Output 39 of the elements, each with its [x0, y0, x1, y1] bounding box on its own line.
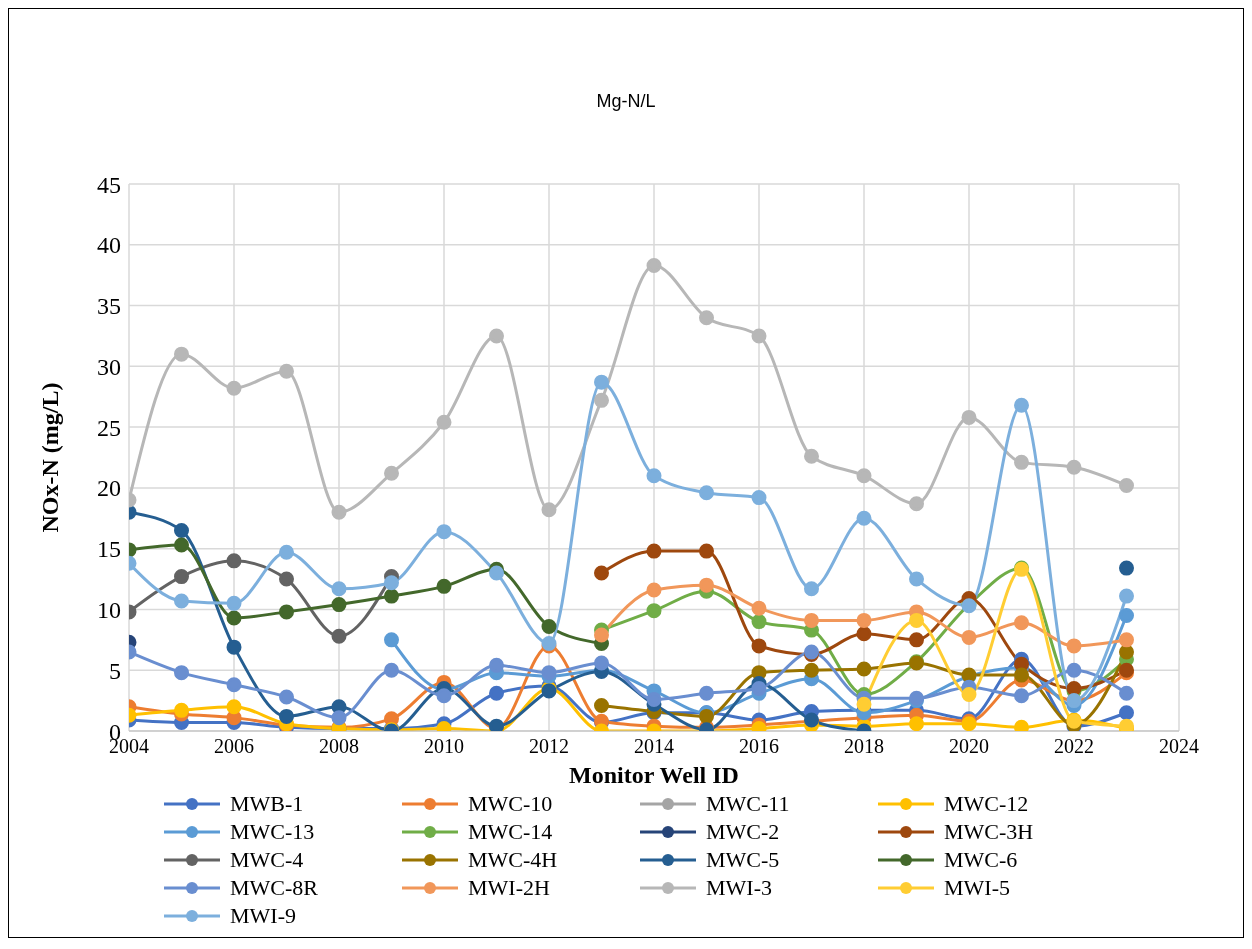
y-tick-label: 15	[97, 536, 121, 563]
legend-label: MWC-12	[944, 791, 1029, 817]
legend-label: MWI-5	[944, 875, 1010, 901]
x-tick-label: 2020	[949, 735, 989, 758]
legend-label: MWC-4H	[468, 847, 558, 873]
y-tick-label: 30	[97, 353, 121, 380]
legend-label: MWC-13	[230, 819, 315, 845]
x-tick-label: 2014	[634, 735, 674, 758]
x-tick-label: 2006	[214, 735, 254, 758]
legend-label: MWC-3H	[944, 819, 1034, 845]
legend-label: MWB-1	[230, 791, 304, 817]
chart-title: Mg-N/L	[595, 91, 657, 112]
y-tick-label: 10	[97, 596, 121, 623]
y-tick-label: 45	[97, 171, 121, 198]
legend-label: MWI-9	[230, 903, 296, 929]
legend-label: MWI-3	[706, 875, 772, 901]
x-tick-label: 2016	[739, 735, 779, 758]
x-tick-label: 2024	[1159, 735, 1199, 758]
y-tick-label: 20	[97, 475, 121, 502]
x-tick-label: 2010	[424, 735, 464, 758]
x-tick-label: 2018	[844, 735, 884, 758]
y-axis-title: NOx-N (mg/L)	[36, 382, 63, 533]
x-tick-label: 2008	[319, 735, 359, 758]
y-tick-label: 25	[97, 414, 121, 441]
x-axis-title: Monitor Well ID	[569, 762, 739, 788]
y-tick-label: 40	[97, 232, 121, 259]
legend-label: MWC-11	[706, 791, 790, 817]
legend-label: MWC-4	[230, 847, 304, 873]
x-tick-label: 2022	[1054, 735, 1094, 758]
x-tick-label: 2012	[529, 735, 569, 758]
y-tick-label: 35	[97, 293, 121, 320]
y-tick-label: 5	[109, 657, 121, 684]
legend-label: MWC-8R	[230, 875, 318, 901]
legend-label: MWC-6	[944, 847, 1018, 873]
legend-label: MWC-2	[706, 819, 780, 845]
legend-label: MWC-10	[468, 791, 553, 817]
legend-label: MWC-14	[468, 819, 553, 845]
legend-label: MWC-5	[706, 847, 780, 873]
legend-label: MWI-2H	[468, 875, 550, 901]
